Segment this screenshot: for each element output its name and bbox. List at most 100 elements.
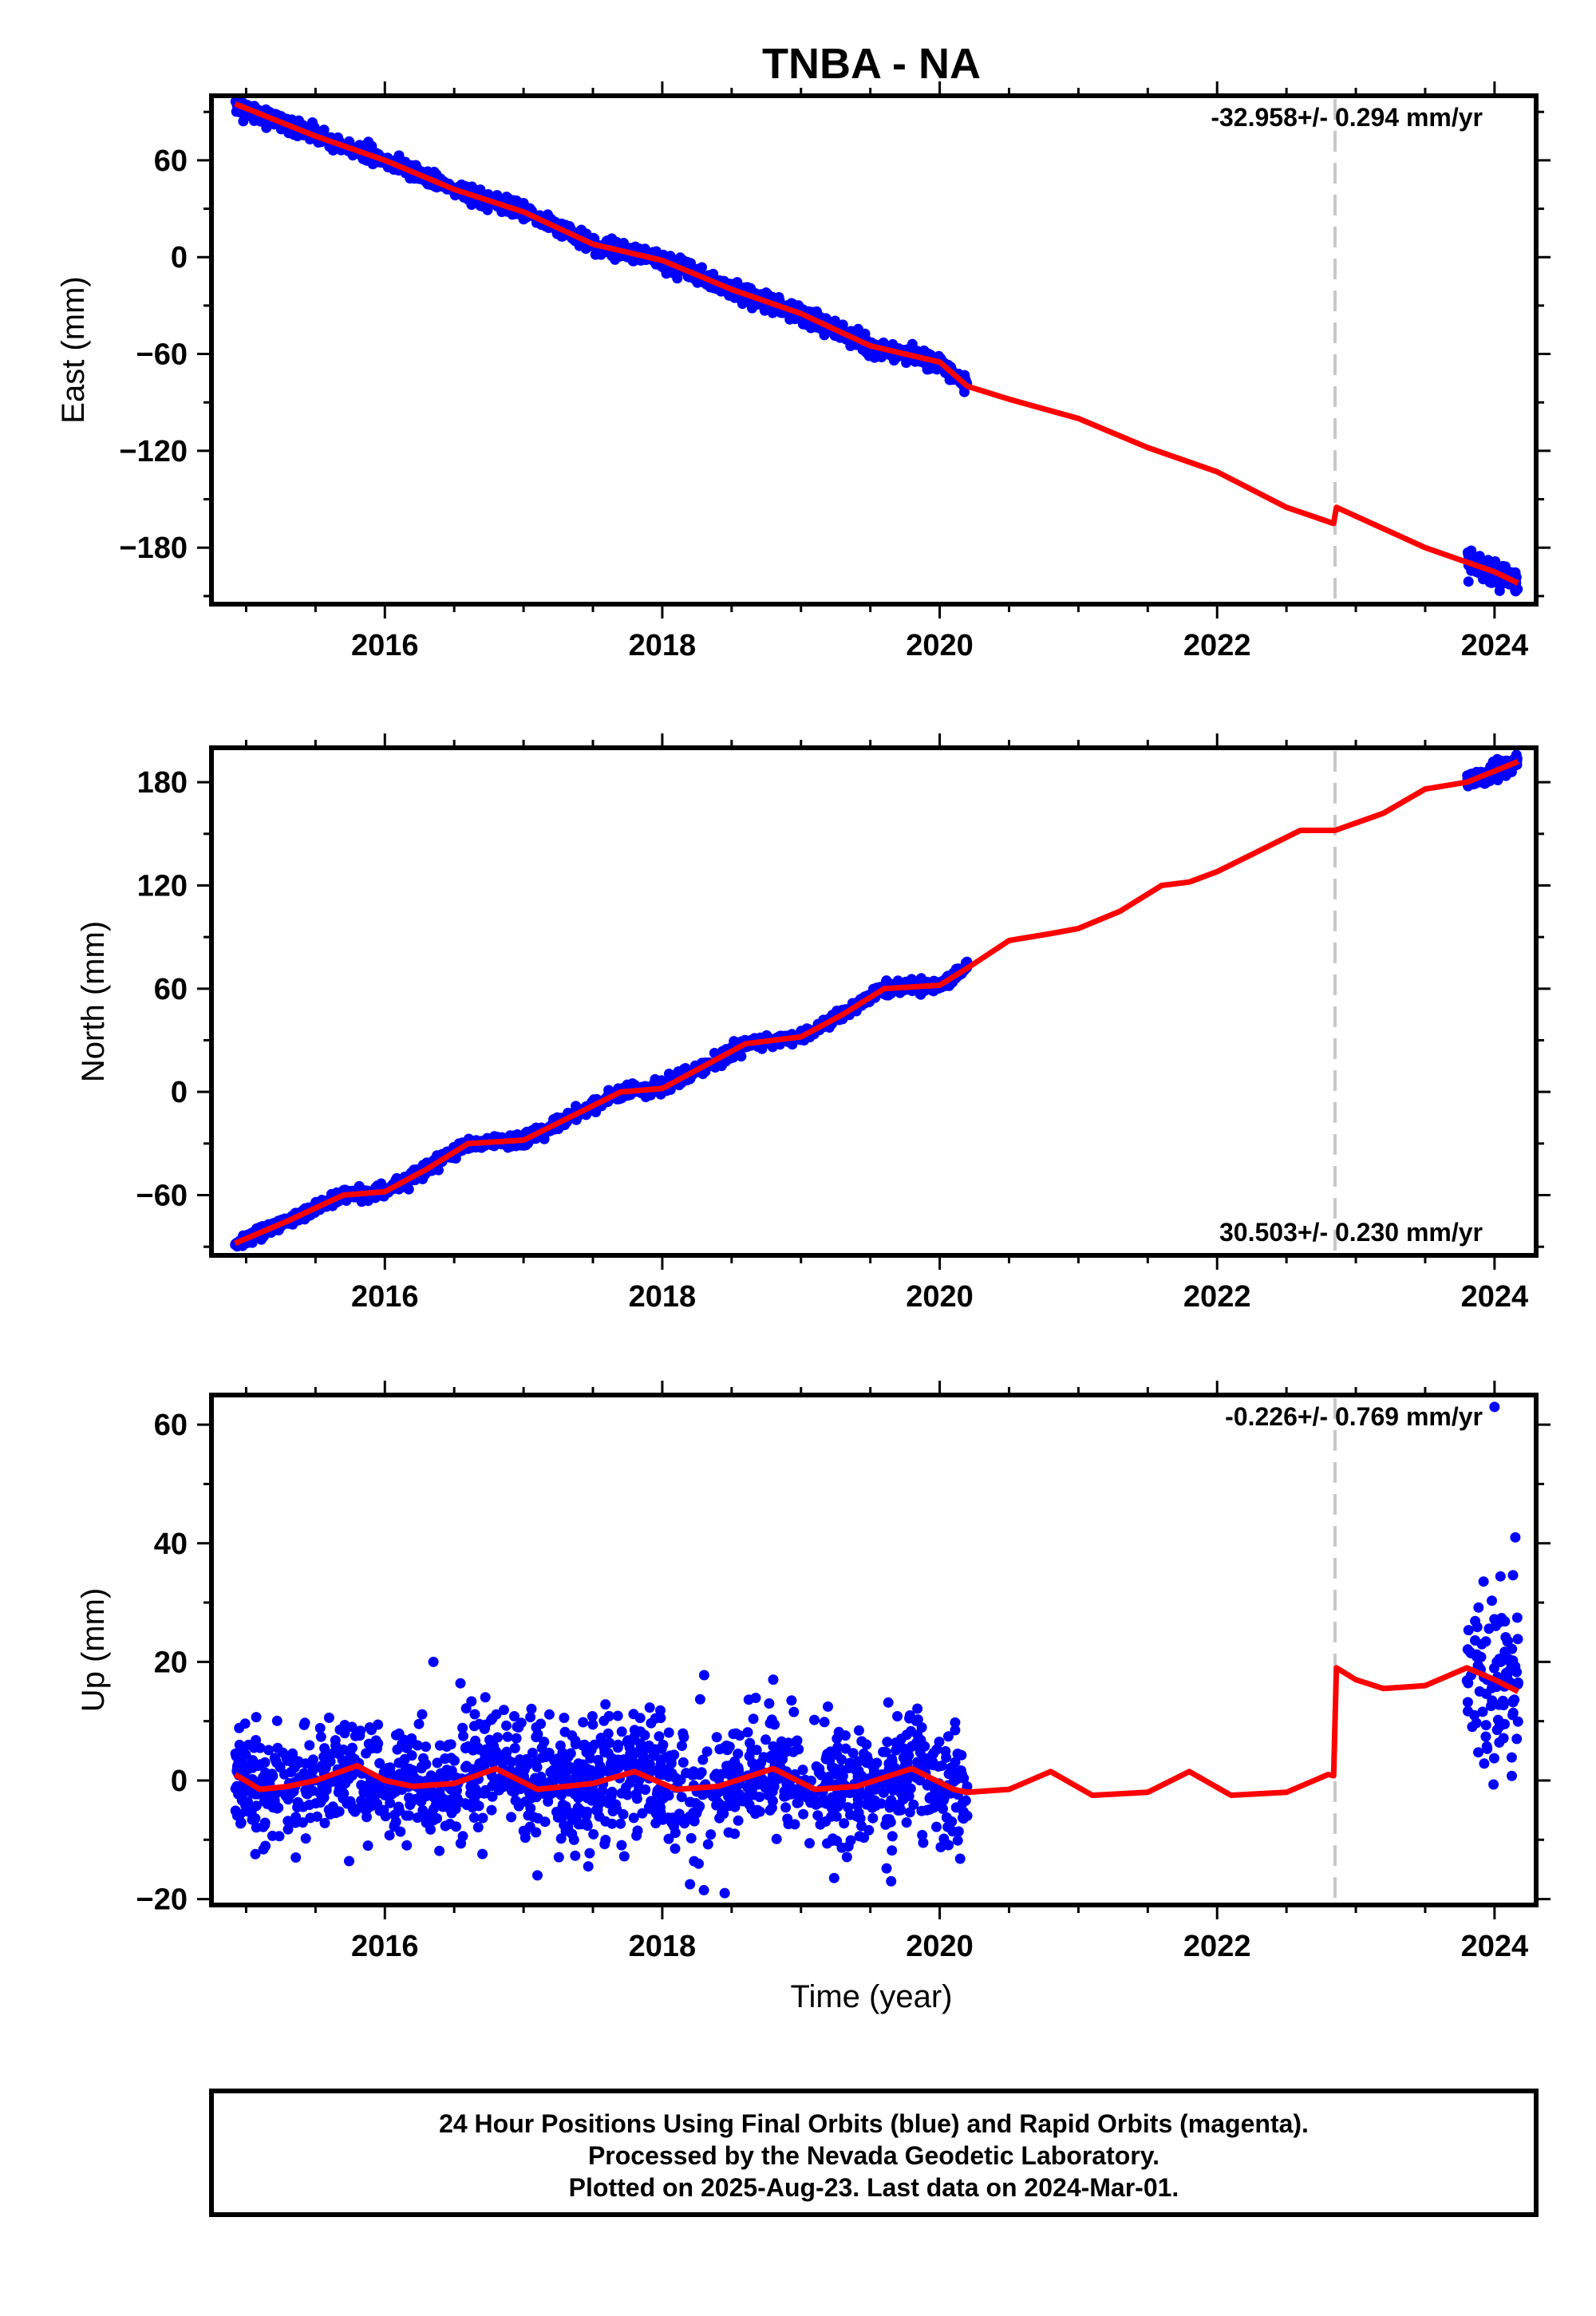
up-obs-point <box>733 1765 745 1776</box>
up-obs-point <box>389 1821 400 1832</box>
up-obs-point <box>637 1808 648 1819</box>
up-obs-point <box>294 1772 305 1783</box>
east-obs-point <box>249 115 259 126</box>
up-obs-point <box>365 1801 376 1812</box>
up-obs-point <box>598 1742 610 1753</box>
up-obs-point <box>401 1840 413 1851</box>
up-obs-point <box>719 1741 730 1753</box>
east-x-tick-label: 2022 <box>1183 629 1251 662</box>
up-obs-point <box>616 1840 627 1851</box>
up-obs-point <box>634 1713 646 1724</box>
up-obs-point <box>1507 1707 1519 1718</box>
east-obs-point <box>1463 576 1474 587</box>
up-obs-point <box>713 1773 725 1784</box>
up-obs-point <box>297 1817 308 1828</box>
up-obs-point <box>836 1754 847 1765</box>
up-obs-point <box>942 1731 954 1742</box>
up-obs-point <box>543 1796 554 1807</box>
east-obs-point <box>608 251 619 263</box>
up-obs-point <box>882 1737 893 1748</box>
up-obs-point <box>412 1740 423 1751</box>
up-obs-point <box>251 1712 262 1723</box>
east-y-tick-label: −120 <box>119 435 188 468</box>
east-obs-point <box>924 363 935 374</box>
up-obs-point <box>1478 1576 1489 1587</box>
up-obs-point <box>599 1839 610 1850</box>
up-obs-point <box>330 1735 341 1746</box>
up-obs-point <box>374 1757 385 1769</box>
up-outlier-point <box>768 1674 779 1686</box>
up-y-tick-label: 0 <box>171 1765 188 1798</box>
up-obs-point <box>446 1808 457 1819</box>
up-obs-point <box>766 1714 777 1725</box>
up-obs-point <box>298 1801 309 1812</box>
east-x-tick-label: 2018 <box>629 629 697 662</box>
up-obs-point <box>723 1827 734 1838</box>
up-obs-point <box>931 1821 942 1832</box>
up-obs-point <box>742 1727 753 1738</box>
up-y-tick-label: 40 <box>154 1528 188 1561</box>
up-obs-point <box>698 1670 709 1681</box>
up-obs-point <box>654 1731 665 1742</box>
up-obs-point <box>390 1729 401 1741</box>
up-obs-point <box>1476 1651 1487 1662</box>
up-obs-point <box>788 1706 800 1717</box>
up-obs-point <box>702 1839 713 1850</box>
up-obs-point <box>694 1694 705 1705</box>
up-obs-point <box>792 1784 803 1796</box>
up-obs-point <box>854 1831 865 1842</box>
up-obs-point <box>1512 1634 1523 1645</box>
up-obs-point <box>1511 1612 1523 1623</box>
up-y-tick-label: 60 <box>154 1409 188 1442</box>
up-obs-point <box>457 1722 468 1733</box>
east-obs-point <box>789 314 800 325</box>
up-obs-point <box>952 1835 963 1846</box>
up-obs-point <box>814 1763 825 1774</box>
up-obs-point <box>782 1813 793 1824</box>
up-obs-point <box>315 1797 326 1808</box>
up-obs-point <box>392 1744 403 1755</box>
up-obs-point <box>418 1753 429 1764</box>
up-obs-point <box>783 1737 794 1749</box>
up-obs-point <box>639 1729 650 1741</box>
up-obs-point <box>511 1733 522 1744</box>
up-obs-point <box>333 1787 344 1798</box>
up-obs-point <box>323 1712 334 1723</box>
up-obs-point <box>260 1840 271 1852</box>
up-obs-point <box>764 1698 775 1709</box>
up-obs-point <box>271 1715 282 1726</box>
up-obs-point <box>399 1769 410 1780</box>
up-obs-point <box>560 1801 571 1812</box>
up-outlier-point <box>1510 1531 1521 1543</box>
up-obs-point <box>512 1721 523 1733</box>
up-obs-point <box>688 1807 699 1818</box>
up-obs-point <box>649 1750 660 1761</box>
up-obs-point <box>863 1824 875 1836</box>
up-obs-point <box>812 1810 824 1821</box>
up-outlier-point <box>1489 1401 1500 1413</box>
up-obs-point <box>871 1757 883 1769</box>
up-obs-point <box>612 1742 623 1753</box>
up-obs-point <box>729 1801 741 1812</box>
up-obs-point <box>951 1773 962 1784</box>
north-obs-point <box>721 1056 732 1067</box>
up-obs-point <box>636 1757 647 1769</box>
up-frame <box>209 1393 1539 1907</box>
up-obs-point <box>587 1711 598 1721</box>
up-outlier-point <box>428 1656 439 1667</box>
up-obs-point <box>646 1717 657 1729</box>
up-obs-point <box>839 1818 850 1829</box>
up-obs-point <box>887 1756 898 1767</box>
up-obs-point <box>407 1765 418 1776</box>
up-obs-point <box>644 1702 655 1713</box>
up-obs-point <box>526 1703 537 1714</box>
up-obs-point <box>1512 1677 1523 1688</box>
up-obs-point <box>302 1788 313 1800</box>
east-obs-point <box>1494 585 1505 596</box>
up-obs-point <box>519 1832 531 1844</box>
up-obs-point <box>444 1767 455 1778</box>
up-obs-point <box>525 1712 536 1723</box>
up-obs-point <box>883 1697 894 1708</box>
up-obs-point <box>535 1775 546 1785</box>
